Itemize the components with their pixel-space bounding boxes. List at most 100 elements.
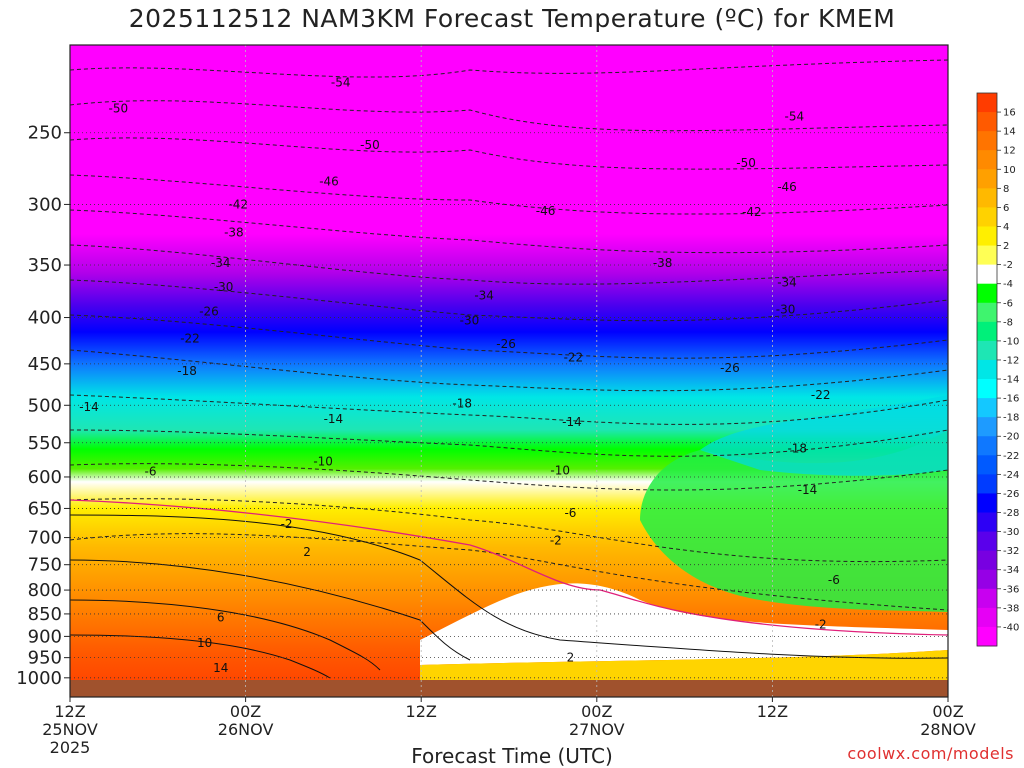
y-tick-label: 950 xyxy=(28,648,62,669)
chart-title: 2025112512 NAM3KM Forecast Temperature (… xyxy=(128,4,896,33)
colorbar-tick-label: -16 xyxy=(1003,394,1019,405)
colorbar-swatch xyxy=(977,302,997,323)
colorbar-tick-label: -6 xyxy=(1003,298,1013,309)
colorbar-tick-label: -8 xyxy=(1003,317,1013,328)
x-tick-label: 28NOV xyxy=(920,720,976,739)
isotherm-label: -26 xyxy=(720,361,740,375)
isotherm-label: -50 xyxy=(108,101,128,115)
colorbar-tick-label: -12 xyxy=(1003,355,1019,366)
isotherm-label: -18 xyxy=(787,441,807,455)
isotherm-line xyxy=(70,533,948,611)
isotherm-label: -18 xyxy=(452,397,472,411)
colorbar-tick-label: -20 xyxy=(1003,432,1019,443)
isotherm-label: -22 xyxy=(180,332,200,346)
colorbar-swatch xyxy=(977,226,997,247)
isotherm-label: -46 xyxy=(777,180,797,194)
isotherm-line xyxy=(70,59,948,78)
isotherm-line xyxy=(70,174,948,215)
colorbar-swatch xyxy=(977,417,997,437)
isotherm-label: -10 xyxy=(313,455,333,469)
isotherm-label: 2 xyxy=(567,651,575,665)
colorbar-tick-label: 10 xyxy=(1003,165,1016,176)
isotherm-label: -18 xyxy=(177,364,197,378)
colorbar-swatch xyxy=(977,379,997,399)
isotherm-label: -14 xyxy=(562,415,582,429)
isotherm-label: 10 xyxy=(197,636,212,650)
colorbar-swatch xyxy=(977,474,997,494)
y-axis: 2503003504004505005506006507007508008509… xyxy=(16,123,70,689)
colorbar-swatch xyxy=(977,436,997,456)
colorbar-swatch xyxy=(977,626,997,647)
x-axis-label: Forecast Time (UTC) xyxy=(411,744,613,768)
isotherm-line xyxy=(70,100,948,132)
isotherm-line xyxy=(70,498,948,563)
colorbar-swatch xyxy=(977,112,997,132)
x-tick-label: 00Z xyxy=(230,702,261,721)
colorbar-tick-label: -34 xyxy=(1003,565,1019,576)
colorbar-tick-label: -24 xyxy=(1003,470,1019,481)
colorbar-swatch xyxy=(977,569,997,590)
colorbar-swatch xyxy=(977,531,997,552)
y-tick-label: 850 xyxy=(28,604,62,625)
isotherm-line xyxy=(70,559,471,661)
colorbar-swatch xyxy=(977,512,997,533)
isotherm-label: -38 xyxy=(224,225,244,239)
y-tick-label: 300 xyxy=(28,194,62,215)
isotherm-label: -34 xyxy=(474,288,494,302)
y-tick-label: 350 xyxy=(28,255,62,276)
x-tick-label: 00Z xyxy=(581,702,612,721)
isotherm-label: -30 xyxy=(460,313,480,327)
isotherm-line xyxy=(70,599,381,671)
isotherm-label: -42 xyxy=(742,205,762,219)
colorbar-tick-label: 4 xyxy=(1003,222,1009,233)
y-tick-label: 900 xyxy=(28,626,62,647)
isotherm-label: -46 xyxy=(536,204,556,218)
colorbar-tick-label: -30 xyxy=(1003,527,1019,538)
y-tick-label: 400 xyxy=(28,308,62,329)
x-tick-label: 12Z xyxy=(54,702,85,721)
isotherm-label: -38 xyxy=(653,256,673,270)
isotherm-line xyxy=(70,137,948,170)
x-tick-label: 00Z xyxy=(932,702,963,721)
credit-text: coolwx.com/models xyxy=(847,744,1014,763)
colorbar-tick-label: -10 xyxy=(1003,336,1019,347)
colorbar-swatch xyxy=(977,359,997,380)
isotherm-line xyxy=(70,463,948,491)
y-tick-label: 750 xyxy=(28,555,62,576)
colorbar-swatch xyxy=(977,131,997,151)
isotherm-label: -46 xyxy=(319,174,339,188)
isotherm-line xyxy=(70,314,948,359)
x-tick-label: 27NOV xyxy=(569,720,625,739)
x-tick-label: 2025 xyxy=(50,738,91,757)
colorbar-swatch xyxy=(977,321,997,342)
colorbar: 16 14 12 10 8 6 4 2 -2 -4 -6 -8 -10 -12 -14 -16 -18 -20 -2… xyxy=(976,92,1019,647)
colorbar-swatch xyxy=(977,550,997,571)
freezing-line xyxy=(70,499,948,636)
colorbar-tick-label: -2 xyxy=(1003,260,1013,271)
isotherm-label: -54 xyxy=(785,110,805,124)
y-tick-label: 1000 xyxy=(16,668,62,689)
isotherm-label: -50 xyxy=(360,138,380,152)
isotherm-lines xyxy=(70,59,948,679)
colorbar-swatch xyxy=(977,245,997,266)
near-freezing-band xyxy=(420,583,948,665)
y-tick-label: 700 xyxy=(28,528,62,549)
y-tick-label: 500 xyxy=(28,395,62,416)
isotherm-label: -14 xyxy=(798,483,818,497)
isotherm-line xyxy=(70,634,331,679)
y-tick-label: 450 xyxy=(28,354,62,375)
isotherm-labels: -54 -54 -50 -50 -50 -46 -46 -46 -42 -42 -38 -38 -34 -… xyxy=(79,75,840,674)
colorbar-tick-label: -32 xyxy=(1003,546,1019,557)
ground-surface xyxy=(70,680,948,697)
colorbar-swatch xyxy=(977,169,997,189)
isotherm-line xyxy=(70,394,948,425)
colorbar-swatch xyxy=(977,588,997,609)
isotherm-label: -6 xyxy=(144,465,156,479)
isotherm-label: -34 xyxy=(211,256,231,270)
isotherm-line xyxy=(70,514,948,659)
isotherm-label: 6 xyxy=(217,611,225,625)
x-tick-label: 25NOV xyxy=(42,720,98,739)
isotherm-label: -14 xyxy=(324,412,344,426)
isotherm-label: -50 xyxy=(736,156,756,170)
